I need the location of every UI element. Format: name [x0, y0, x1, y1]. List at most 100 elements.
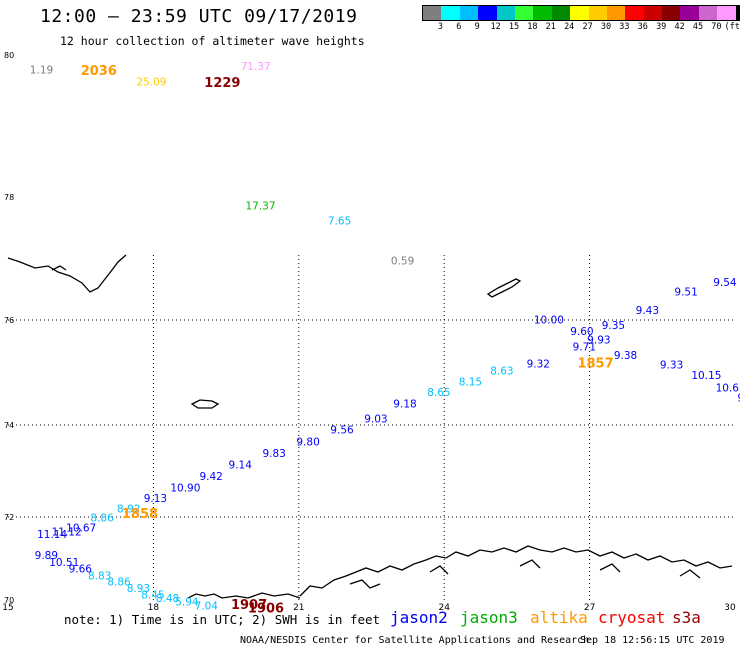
wave-height-label: 9.35	[602, 320, 625, 332]
wave-height-label: 8.92	[117, 503, 140, 515]
wave-height-label: 9.42	[199, 471, 222, 483]
island-east	[486, 278, 522, 298]
colorbar-label: 9	[474, 22, 480, 32]
wave-height-label: 9.51	[674, 286, 697, 298]
wave-height-label: 9.60	[570, 326, 593, 338]
y-tick-label: 70	[4, 596, 14, 605]
satellite-legend-item: cryosat	[598, 608, 666, 627]
colorbar-swatch	[423, 6, 442, 20]
y-tick-label: 80	[4, 51, 14, 60]
satellite-legend-item: s3a	[672, 608, 701, 627]
colorbar-label: 33	[619, 22, 630, 32]
pass-time-label: 1907	[231, 598, 267, 613]
colorbar-swatch	[533, 6, 552, 20]
note-text: note: 1) Time is in UTC; 2) SWH is in fe…	[64, 612, 381, 627]
wave-height-label: 9.18	[393, 399, 416, 411]
x-tick-label: 21	[293, 603, 304, 613]
x-tick-label: 24	[438, 603, 450, 613]
colorbar-swatch	[514, 6, 534, 20]
wave-height-label: 8.86	[90, 513, 114, 525]
wave-height-label: 11.12	[52, 526, 82, 538]
wave-height-label: 10.90	[170, 483, 200, 495]
page-title: 12:00 – 23:59 UTC 09/17/2019	[40, 6, 358, 27]
x-tick-label: 27	[584, 603, 595, 613]
y-tick-label: 76	[4, 316, 14, 325]
colorbar-label: 3	[437, 22, 443, 32]
y-tick-label: 74	[4, 421, 14, 430]
wave-height-label: 7.65	[328, 216, 351, 228]
wave-height-label: 9.65	[737, 392, 740, 404]
colorbar-label: 45	[692, 22, 704, 32]
wave-height-label: 9.33	[660, 359, 683, 371]
wave-height-label: 8.48	[156, 593, 179, 605]
wave-height-label: 0.59	[391, 256, 414, 268]
colorbar-label: 39	[656, 22, 667, 32]
satellite-legend-item: altika	[530, 608, 588, 627]
colorbar-swatch	[478, 6, 497, 20]
wave-height-label: 25.09	[136, 77, 166, 89]
wave-height-label: 17.37	[245, 200, 275, 212]
wave-height-label: 9.14	[229, 460, 253, 472]
colorbar-swatch	[588, 6, 607, 20]
wave-height-label: 10.67	[66, 523, 96, 535]
pass-time-label: 1858	[122, 507, 158, 522]
coastline-south-east	[299, 545, 733, 597]
island-small	[190, 399, 220, 409]
coastline-south-west	[187, 592, 301, 599]
credit-text: NOAA/NESDIS Center for Satellite Applica…	[240, 635, 590, 646]
colorbar-label: 12	[490, 22, 501, 32]
wave-height-label: 9.66	[69, 564, 93, 576]
axis-ticks: 15 18 21 24 27 30 80 78 76 74 72 70	[2, 51, 736, 613]
wave-height-label: 5.94	[175, 597, 199, 609]
colorbar-label: 42	[674, 22, 685, 32]
colorbar-label: 30	[600, 22, 612, 32]
wave-height-label: 11.14	[37, 529, 67, 541]
page-subtitle: 12 hour collection of altimeter wave hei…	[60, 34, 365, 48]
wave-height-label: 9.13	[144, 493, 167, 505]
satellite-legend-item: jason2	[390, 608, 448, 627]
colorbar-swatch	[496, 6, 515, 20]
wave-height-label: 1.19	[30, 64, 53, 76]
pass-time-label: 1906	[248, 601, 284, 616]
colorbar-label: 6	[456, 22, 462, 32]
pass-time-label: 1857	[577, 356, 613, 371]
x-tick-label: 18	[148, 603, 160, 613]
colorbar-label: 21	[545, 22, 556, 32]
wave-height-label: 9.32	[527, 358, 550, 370]
colorbar-swatch	[441, 6, 460, 20]
wave-height-label: 71.37	[241, 61, 271, 73]
wave-height-label: 8.15	[459, 377, 482, 389]
y-tick-label: 78	[4, 193, 14, 202]
credit-time: Sep 18 12:56:15 UTC 2019	[580, 635, 725, 646]
x-tick-label: 15	[2, 603, 13, 613]
wave-height-label: 8.63	[490, 366, 513, 378]
colorbar-swatch	[662, 6, 681, 20]
wave-height-label: 10.15	[691, 370, 721, 382]
pass-time-label: 1229	[204, 76, 240, 91]
wave-height-label: 10.51	[49, 557, 79, 569]
colorbar-label: (ft)	[724, 22, 740, 32]
colorbar-swatch	[551, 6, 571, 20]
wave-height-label: 8.86	[107, 576, 131, 588]
coastline-north	[7, 254, 127, 293]
colorbar-swatch	[570, 6, 589, 20]
colorbar-swatch	[625, 6, 644, 20]
wave-height-label: 10.00	[534, 315, 564, 327]
colorbar-label: 24	[564, 22, 575, 32]
x-tick-label: 30	[724, 603, 736, 613]
colorbar-swatch	[735, 6, 740, 20]
wave-height-label: 9.43	[636, 305, 659, 317]
colorbar-swatch	[459, 6, 479, 20]
wave-height-label: 10.67	[716, 382, 740, 394]
wave-height-label: 7.04	[195, 600, 219, 612]
wave-height-label: 9.83	[262, 448, 285, 460]
wave-height-label: 9.54	[713, 277, 737, 289]
pass-time-label: 2036	[81, 64, 117, 79]
wave-height-label: 9.71	[573, 341, 596, 353]
gridlines	[8, 255, 735, 600]
colorbar-swatch	[680, 6, 699, 20]
colorbar-label: 15	[508, 22, 520, 32]
